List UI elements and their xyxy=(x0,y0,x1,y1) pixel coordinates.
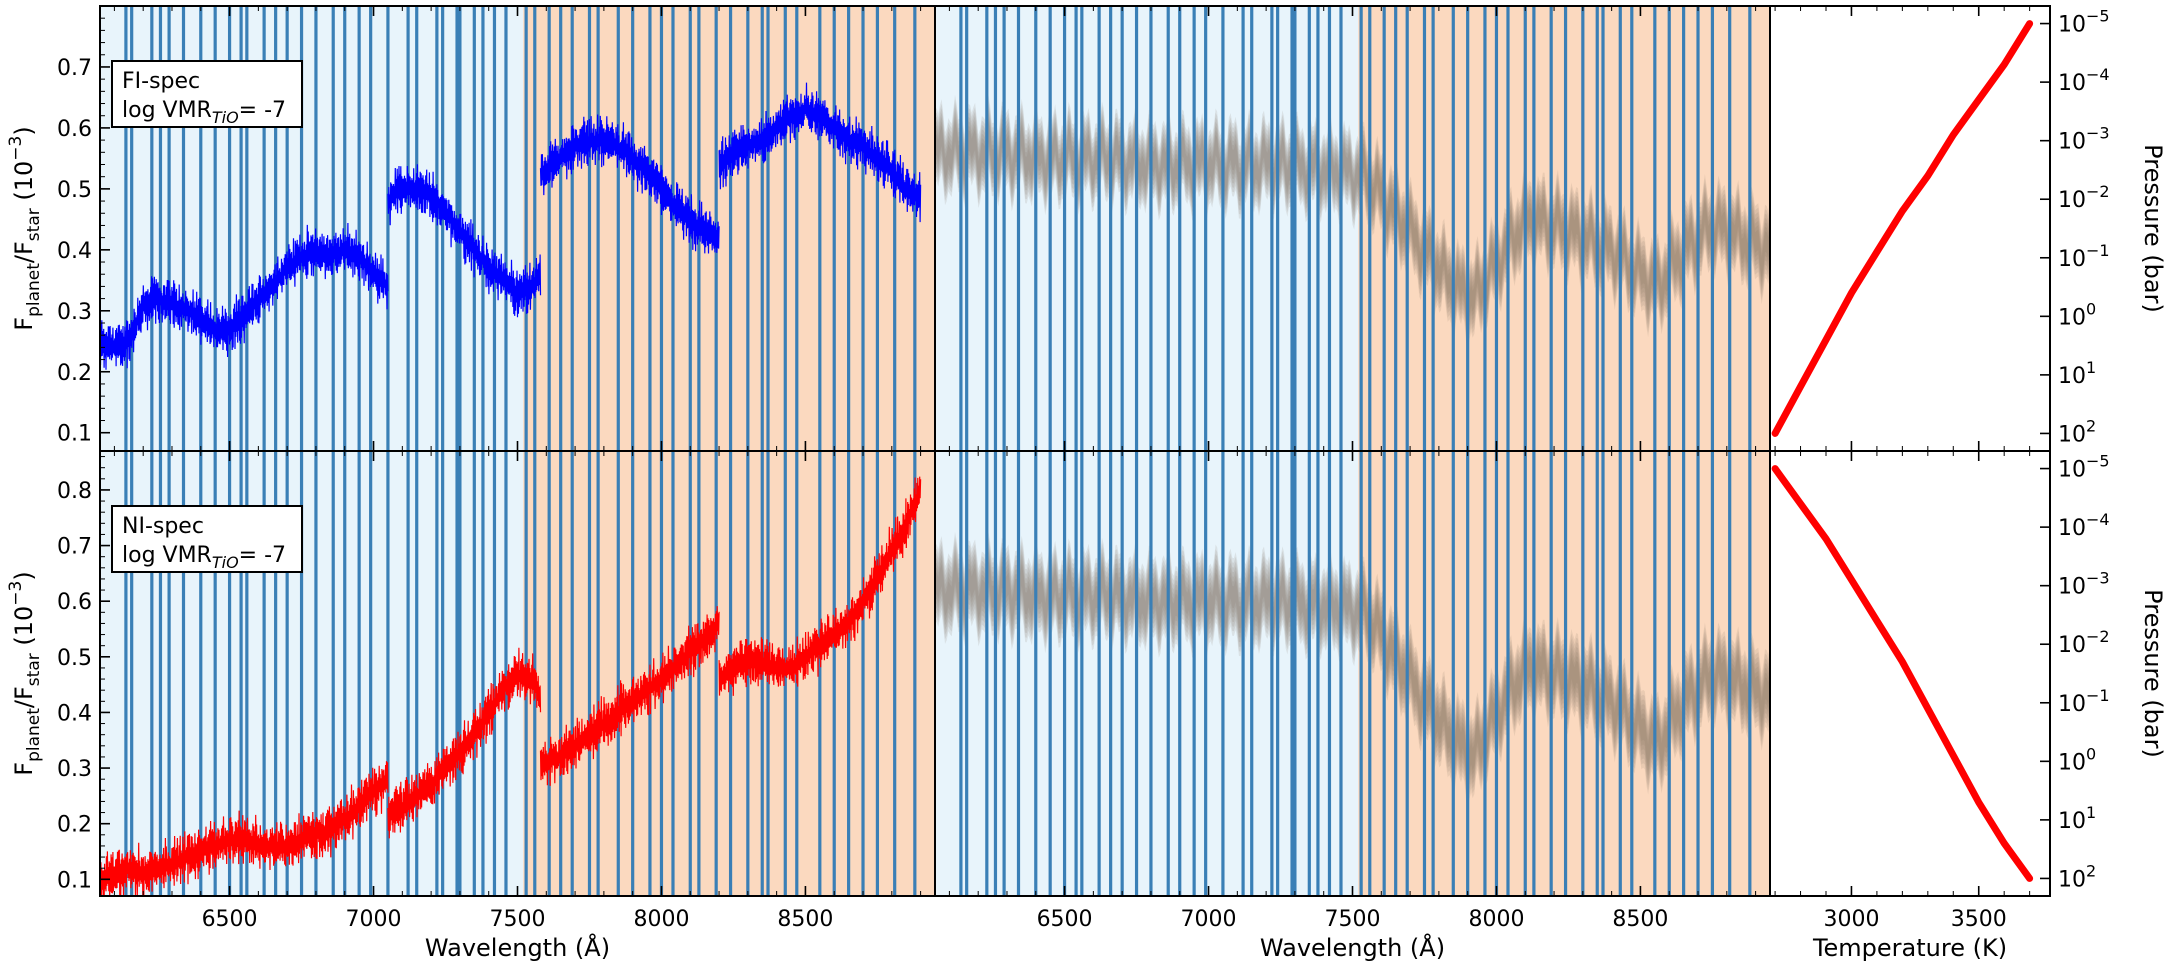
y-tick-label: 10−4 xyxy=(2058,510,2110,541)
y-tick-label: 0.3 xyxy=(57,757,92,782)
y-tick-label: 0.7 xyxy=(57,56,92,81)
y-tick-label: 10−2 xyxy=(2058,627,2110,658)
x-tick-label: 8500 xyxy=(777,907,833,932)
y-tick-label: 0.6 xyxy=(57,590,92,615)
spectrum-segment-2 xyxy=(539,114,720,254)
model-spread-layer xyxy=(935,116,1770,330)
axes-frame xyxy=(1769,5,2051,452)
model-spread-layer xyxy=(935,107,1770,339)
y-tick-label: 10−5 xyxy=(2058,7,2110,38)
model-spread-layer xyxy=(935,94,1770,352)
legend-vmr: log VMRTiO= -7 xyxy=(122,98,286,127)
model-spread-layer xyxy=(935,99,1770,348)
x-tick-label: 7500 xyxy=(1325,907,1381,932)
y-tick-label: 101 xyxy=(2058,803,2096,834)
y-tick-label: 10−1 xyxy=(2058,686,2110,717)
model-spread-layer xyxy=(935,536,1770,805)
y-tick-label: 0.1 xyxy=(57,422,92,447)
y-axis-label: Fplanet/Fstar (10−3) xyxy=(6,571,44,775)
x-tick-label: 8000 xyxy=(1468,907,1524,932)
panel-fi-spectrum: 0.1 0.2 0.3 0.4 0.5 0.6 0.7 Fplanet/Fstar (10−3… xyxy=(6,5,936,452)
y-tick-label: 0.5 xyxy=(57,178,92,203)
model-spread-layer xyxy=(935,541,1770,800)
y-tick-label: 0.4 xyxy=(57,701,92,726)
y-tick-label: 100 xyxy=(2058,299,2096,330)
x-tick-label: 3000 xyxy=(1823,907,1879,932)
x-tick-label: 6500 xyxy=(202,907,258,932)
x-tick-label: 7000 xyxy=(346,907,402,932)
y-tick-label: 101 xyxy=(2058,358,2096,389)
y-tick-label: 10−3 xyxy=(2058,124,2110,155)
legend-title: FI-spec xyxy=(122,69,200,94)
y-tick-label: 10−4 xyxy=(2058,65,2110,96)
x-tick-label: 6500 xyxy=(1037,907,1093,932)
spectrum-segment-2 xyxy=(539,606,720,786)
spectrum-segment-3 xyxy=(718,82,922,223)
y-tick-label: 0.6 xyxy=(57,117,92,142)
y-tick-label: 102 xyxy=(2058,861,2096,892)
y-tick-label: 10−1 xyxy=(2058,241,2110,272)
x-axis-label: Wavelength (Å) xyxy=(425,933,610,962)
y-tick-label: 0.8 xyxy=(57,479,92,504)
y-tick-label: 0.4 xyxy=(57,239,92,264)
y-tick-label: 0.7 xyxy=(57,535,92,560)
spectrum-segment-0 xyxy=(100,761,389,896)
y-axis-label: Pressure (bar) xyxy=(2139,589,2167,758)
y-axis-label: Pressure (bar) xyxy=(2139,144,2167,313)
y-tick-label: 100 xyxy=(2058,744,2096,775)
x-axis-label: Wavelength (Å) xyxy=(1260,933,1445,962)
y-tick-label: 102 xyxy=(2058,416,2096,447)
y-axis-label: Fplanet/Fstar (10−3) xyxy=(6,126,44,330)
model-spread-layer xyxy=(935,531,1770,810)
model-spread-layer xyxy=(935,545,1770,796)
y-tick-label: 0.2 xyxy=(57,813,92,838)
x-tick-label: 8500 xyxy=(1612,907,1668,932)
model-spread-layer xyxy=(935,103,1770,343)
y-tick-label: 10−2 xyxy=(2058,182,2110,213)
x-tick-label: 8000 xyxy=(633,907,689,932)
legend-box xyxy=(111,60,303,128)
x-axis-label: Temperature (K) xyxy=(1812,934,2007,962)
y-tick-label: 0.2 xyxy=(57,361,92,386)
model-spread-layer xyxy=(935,559,1770,782)
legend-title: NI-spec xyxy=(122,514,204,539)
y-tick-label: 0.3 xyxy=(57,300,92,325)
y-tick-label: 10−5 xyxy=(2058,452,2110,483)
pt-profile-line xyxy=(1771,20,2034,437)
spectrum-segment-0 xyxy=(100,222,389,370)
panel-fi-model xyxy=(934,5,1771,452)
y-tick-label: 0.5 xyxy=(57,646,92,671)
x-tick-label: 7500 xyxy=(490,907,546,932)
model-spread-layer xyxy=(935,120,1770,326)
model-spread-layer xyxy=(935,555,1770,786)
y-tick-label: 0.1 xyxy=(57,868,92,893)
pt-profile-line xyxy=(1771,465,2034,882)
model-spread-layer xyxy=(935,550,1770,791)
axes-frame xyxy=(1769,450,2051,897)
panel-ni-model: 6500 7000 7500 8000 8500 Wavelength (Å) xyxy=(934,450,1771,962)
spectrum-segment-1 xyxy=(387,647,542,839)
y-tick-label: 10−3 xyxy=(2058,569,2110,600)
panel-ni-spectrum: 6500 7000 7500 8000 8500 Wavelength (Å) 0.1 0.2… xyxy=(6,450,936,962)
x-tick-label: 3500 xyxy=(1951,907,2007,932)
panel-fi-pt-profile: 10−5 10−4 10−3 10−2 10−1 100 101 102 Pressure (b… xyxy=(1769,5,2167,452)
spectrum-segment-3 xyxy=(718,476,922,696)
spectrum-segment-1 xyxy=(387,164,542,318)
legend-vmr: log VMRTiO= -7 xyxy=(122,543,286,572)
legend-box xyxy=(111,505,303,573)
x-tick-label: 7000 xyxy=(1181,907,1237,932)
model-spread-layer xyxy=(935,112,1770,334)
